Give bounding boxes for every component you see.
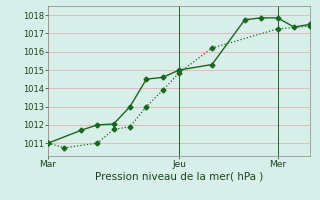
X-axis label: Pression niveau de la mer( hPa ): Pression niveau de la mer( hPa ): [95, 172, 263, 182]
